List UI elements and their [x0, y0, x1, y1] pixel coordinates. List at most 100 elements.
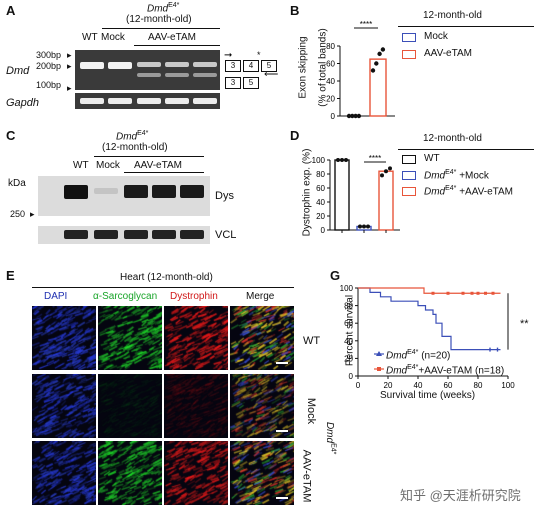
panel-b-legend-aav-swatch [402, 50, 416, 59]
panel-e-col-merge: Merge [246, 291, 275, 302]
panel-a-group-title: DmdE4* [147, 2, 179, 14]
panel-d-legend-line [398, 149, 534, 150]
g-ytick-label: 20 [344, 354, 353, 363]
panel-c-vcl-blot [38, 226, 210, 244]
panel-d-legend-wt-swatch [402, 155, 416, 164]
panel-a-band-wt [80, 62, 104, 69]
panel-g-chart: 0 20 40 60 80 100 0 20 40 60 80 100 [340, 284, 516, 390]
panel-c-label: C [6, 128, 16, 143]
b-point [350, 113, 355, 119]
panel-c-vcl-band-4 [152, 230, 176, 239]
d-significance: **** [369, 154, 381, 163]
panel-e-row-wt: WT [303, 335, 321, 347]
panel-g-label: G [330, 268, 341, 283]
micrograph-aav-dys [164, 441, 228, 505]
b-ytick-label: 0 [331, 112, 336, 121]
panel-a-age: (12-month-old) [126, 14, 192, 25]
panel-d-label: D [290, 128, 300, 143]
panel-e-side-group: DmdE4* [324, 422, 336, 454]
b-ytick-label: 40 [326, 77, 335, 86]
panel-a-band-aav3-skip [193, 73, 217, 77]
micrograph-canvas [32, 306, 96, 370]
panel-e-side-gene: Dmd [324, 421, 336, 444]
d-ytick-label: 20 [316, 212, 325, 221]
d-point [384, 169, 388, 174]
panel-d-chart: 0 20 40 60 80 100 **** [312, 154, 400, 235]
panel-e-col-dys: Dystrophin [170, 291, 218, 302]
scale-bar [276, 362, 288, 364]
b-point [380, 47, 386, 52]
micrograph-wt-merge [230, 306, 294, 370]
panel-a-band-aav1-skip [137, 73, 161, 77]
panel-c-lane-wt: WT [73, 160, 89, 171]
micrograph-wt-dys [164, 306, 228, 370]
panel-a-gapdh-band-4 [165, 98, 189, 104]
panel-a-exon-top-4: 4 [243, 60, 259, 72]
g-censor-mark [476, 291, 480, 295]
g-series-line [358, 287, 501, 351]
micrograph-canvas [98, 441, 162, 505]
d-bar [334, 159, 350, 231]
panel-a-marker-300: 300bp [36, 50, 62, 60]
b-point [346, 113, 352, 119]
panel-a-exon-top-5: 5 [261, 60, 277, 72]
panel-d-legend-wt: WT [424, 153, 440, 164]
g-censor-mark [461, 291, 465, 295]
panel-g-legend-aav: DmdE4*+AAV-eTAM (n=18) [386, 364, 504, 376]
micrograph-canvas [164, 441, 228, 505]
panel-a-gene-dmd: Dmd [6, 65, 30, 77]
panel-d-legend-aav-gene: Dmd [424, 186, 446, 198]
g-ytick-label: 60 [344, 319, 353, 328]
g-censor-mark [484, 291, 487, 295]
panel-e-title-line [32, 287, 294, 288]
panel-a-gene-gapdh: Gapdh [6, 97, 40, 109]
panel-g-legend-aav-sup: E4* [407, 364, 419, 371]
d-bar [378, 170, 394, 231]
d-point [380, 173, 384, 178]
d-point [366, 224, 370, 229]
b-bar [369, 58, 387, 117]
panel-c-lane-mock: Mock [96, 160, 120, 171]
panel-e-col-dapi: DAPI [44, 291, 68, 302]
panel-d-legend-mock: DmdE4* +Mock [424, 169, 489, 181]
panel-c-band-aav1 [124, 185, 148, 198]
panel-c-vcl-band-2 [94, 230, 118, 239]
panel-a-asterisk: * [257, 50, 261, 60]
panel-b-chart: 0 20 40 60 80 **** [326, 20, 395, 121]
d-point [340, 158, 344, 162]
g-xtick-label: 40 [414, 381, 423, 390]
g-xtick-label: 60 [444, 381, 453, 390]
panel-c-band-aav3 [180, 185, 204, 198]
micrograph-wt-dapi [32, 306, 96, 370]
panel-b-legend-line [398, 26, 534, 27]
panel-c-lane-aav: AAV-eTAM [134, 160, 182, 171]
panel-e-title: Heart (12-month-old) [120, 272, 213, 283]
g-censor-mark [491, 291, 495, 295]
panel-a-arrow-skip: ⟵ [264, 69, 279, 80]
panel-e-col-sarco: α-Sarcoglycan [93, 291, 158, 302]
panel-c-age: (12-month-old) [102, 142, 168, 153]
g-xtick-label: 100 [501, 381, 515, 390]
panel-g-significance: ** [520, 318, 529, 330]
panel-d-legend-aav: DmdE4* +AAV-eTAM [424, 185, 513, 197]
panel-b-legend-title: 12-month-old [423, 10, 482, 21]
panel-a-marker-arrows: ▸ ▸ ▸ [67, 50, 72, 93]
panel-a-band-aav1-full [137, 62, 161, 67]
micrograph-canvas [230, 374, 294, 438]
panel-c-marker-250: 250 [10, 209, 26, 219]
panel-a-gapdh-band-2 [108, 98, 132, 104]
scale-bar [276, 430, 288, 432]
panel-b-legend-aav: AAV-eTAM [424, 48, 472, 59]
b-significance: **** [360, 20, 372, 29]
panel-c-aav-line [124, 172, 204, 173]
panel-b-legend-mock-swatch [402, 33, 416, 42]
micrograph-mock-dapi [32, 374, 96, 438]
micrograph-canvas [164, 374, 228, 438]
panel-c-vcl-band-3 [124, 230, 148, 239]
b-ytick-label: 20 [326, 95, 335, 104]
panel-d-legend-title: 12-month-old [423, 133, 482, 144]
panel-c-group-sup: E4* [137, 130, 149, 137]
b-point [374, 61, 379, 66]
panel-d-legend-aav-text: +AAV-eTAM [456, 186, 514, 198]
panel-a-exon-top-3: 3 [225, 60, 241, 72]
